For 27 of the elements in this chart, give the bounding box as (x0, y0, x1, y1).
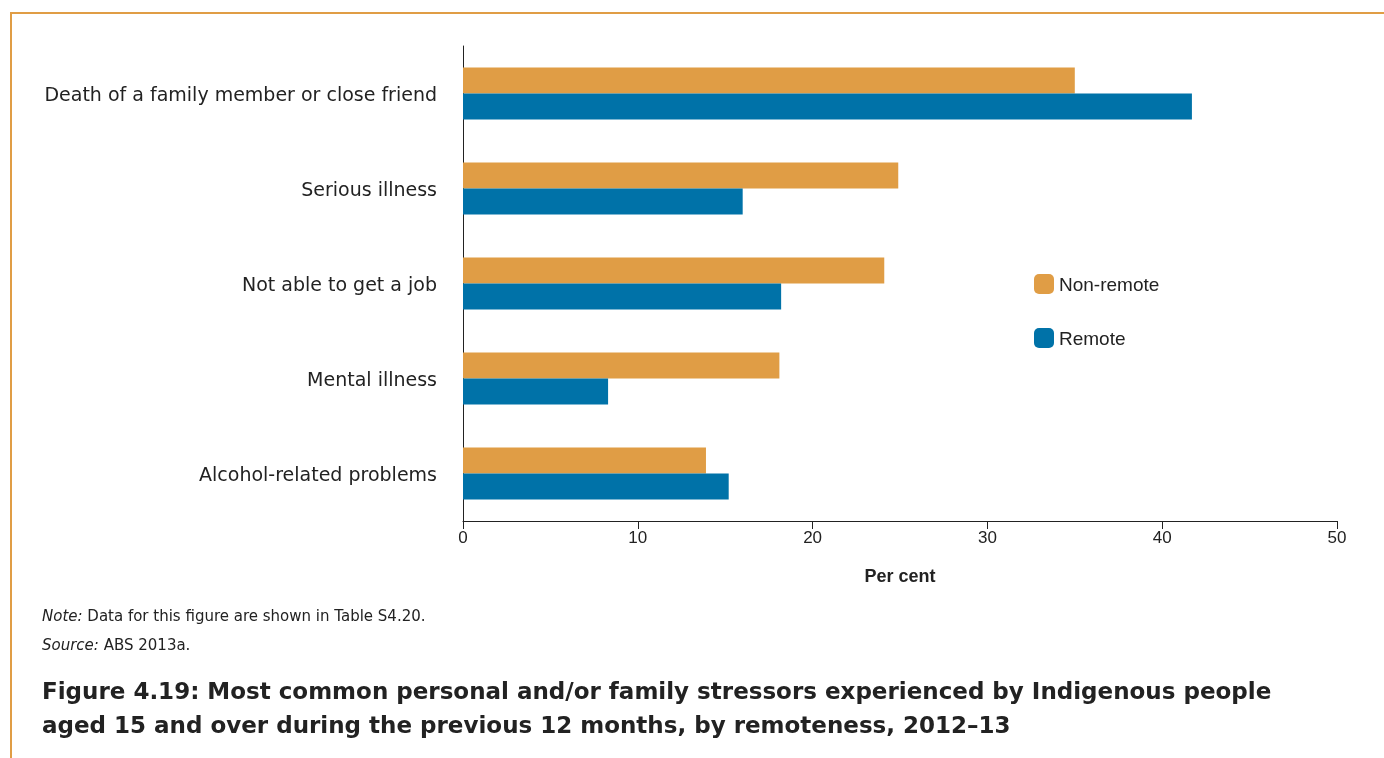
bar (463, 162, 899, 189)
y-tick-label: Not able to get a job (241, 272, 437, 295)
y-tick-label: Death of a family member or close friend (44, 82, 437, 105)
bar (463, 473, 729, 500)
bar (463, 257, 885, 284)
x-tick-label: 30 (977, 528, 997, 547)
bar (463, 67, 1075, 94)
bar (463, 378, 609, 405)
y-tick-label: Mental illness (307, 367, 437, 390)
y-tick-label: Serious illness (301, 177, 437, 200)
source-note: Source: ABS 2013a. (42, 635, 192, 656)
bar (463, 188, 743, 215)
bar (463, 352, 780, 379)
bar (463, 93, 1192, 120)
x-tick-label: 10 (628, 528, 648, 547)
legend-label: Non-remote (1059, 273, 1160, 295)
legend-label: Remote (1059, 327, 1126, 349)
bar (463, 283, 782, 310)
text: Figure 4.19: Most common personal and/or family stressors experienced by Indigenous people aged 15 and over during the previous 12 months, by remoteness, 2012–13 (42, 677, 1273, 740)
x-tick-label: 0 (458, 528, 468, 547)
y-tick-label: Alcohol-related problems (199, 462, 437, 485)
bar (463, 447, 706, 474)
text: Note: Data for this figure are shown in Table S4.20. (42, 606, 426, 627)
x-tick-label: 20 (803, 528, 823, 547)
x-tick-label: 40 (1152, 528, 1172, 547)
x-axis-title: Per cent (864, 566, 936, 586)
x-tick-label: 50 (1327, 528, 1347, 547)
